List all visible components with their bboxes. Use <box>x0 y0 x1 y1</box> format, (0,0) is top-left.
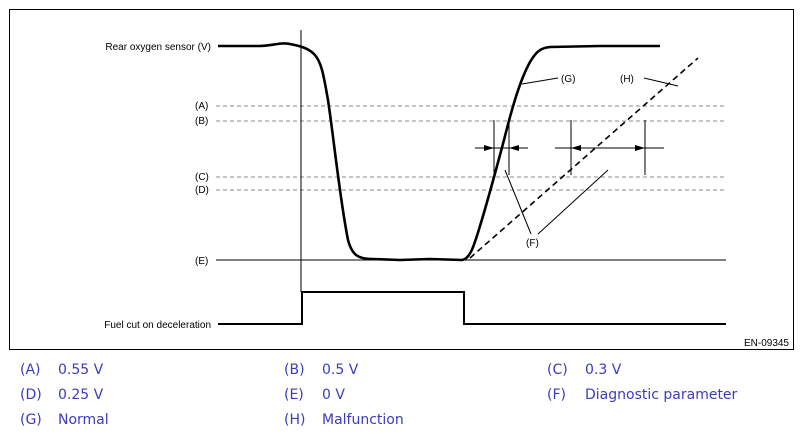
parameter-leader-malfunction <box>537 169 609 235</box>
signal-label: Rear oxygen sensor (V) <box>105 42 211 53</box>
legend-key: (G) <box>20 412 42 428</box>
legend: (A) 0.55 V (B) 0.5 V (C) 0.3 V (D) 0.25 V (E… <box>0 358 802 436</box>
legend-text: Normal <box>58 412 109 428</box>
parameter-label: (F) <box>526 238 539 249</box>
level-d-label: (D) <box>195 185 209 196</box>
malfunction-dim-arrow-left <box>571 145 581 151</box>
normal-dim-arrow-right <box>509 145 519 151</box>
diagram-frame <box>9 9 794 350</box>
figure-code: EN-09345 <box>744 338 789 349</box>
legend-key: (A) <box>20 362 41 378</box>
legend-item-b: (B) 0.5 V <box>284 362 358 378</box>
normal-dim-arrow-left <box>484 145 494 151</box>
legend-text: 0 V <box>322 387 345 403</box>
legend-item-h: (H) Malfunction <box>284 412 404 428</box>
malfunction-dim-arrow-right <box>635 145 645 151</box>
legend-key: (D) <box>20 387 42 403</box>
legend-text: Diagnostic parameter <box>585 387 738 403</box>
level-b-label: (B) <box>195 116 208 127</box>
legend-item-g: (G) Normal <box>20 412 109 428</box>
malfunction-curve <box>469 57 699 259</box>
legend-key: (B) <box>284 362 305 378</box>
legend-item-f: (F) Diagnostic parameter <box>547 387 737 403</box>
legend-text: 0.25 V <box>58 387 104 403</box>
legend-key: (H) <box>284 412 306 428</box>
malfunction-leader <box>643 77 679 87</box>
legend-text: 0.3 V <box>585 362 622 378</box>
legend-key: (F) <box>547 387 566 403</box>
legend-text: 0.55 V <box>58 362 104 378</box>
legend-text: Malfunction <box>322 412 404 428</box>
oxygen-sensor-diagram: (A) (B) (C) (D) (E) Rear oxygen sensor (… <box>104 30 789 349</box>
normal-curve <box>218 42 660 262</box>
parameter-leader-normal <box>504 169 532 235</box>
fuel-cut-signal <box>218 291 726 325</box>
legend-item-c: (C) 0.3 V <box>547 362 621 378</box>
level-a-label: (A) <box>195 101 208 112</box>
legend-text: 0.5 V <box>322 362 359 378</box>
legend-item-e: (E) 0 V <box>284 387 345 403</box>
fuel-cut-label: Fuel cut on deceleration <box>104 320 211 331</box>
normal-leader <box>521 77 559 85</box>
level-c-label: (C) <box>195 172 209 183</box>
level-e-label: (E) <box>195 256 208 267</box>
legend-item-d: (D) 0.25 V <box>20 387 103 403</box>
legend-item-a: (A) 0.55 V <box>20 362 103 378</box>
legend-key: (E) <box>284 387 304 403</box>
legend-key: (C) <box>547 362 568 378</box>
normal-label: (G) <box>561 74 575 85</box>
malfunction-label: (H) <box>620 74 634 85</box>
